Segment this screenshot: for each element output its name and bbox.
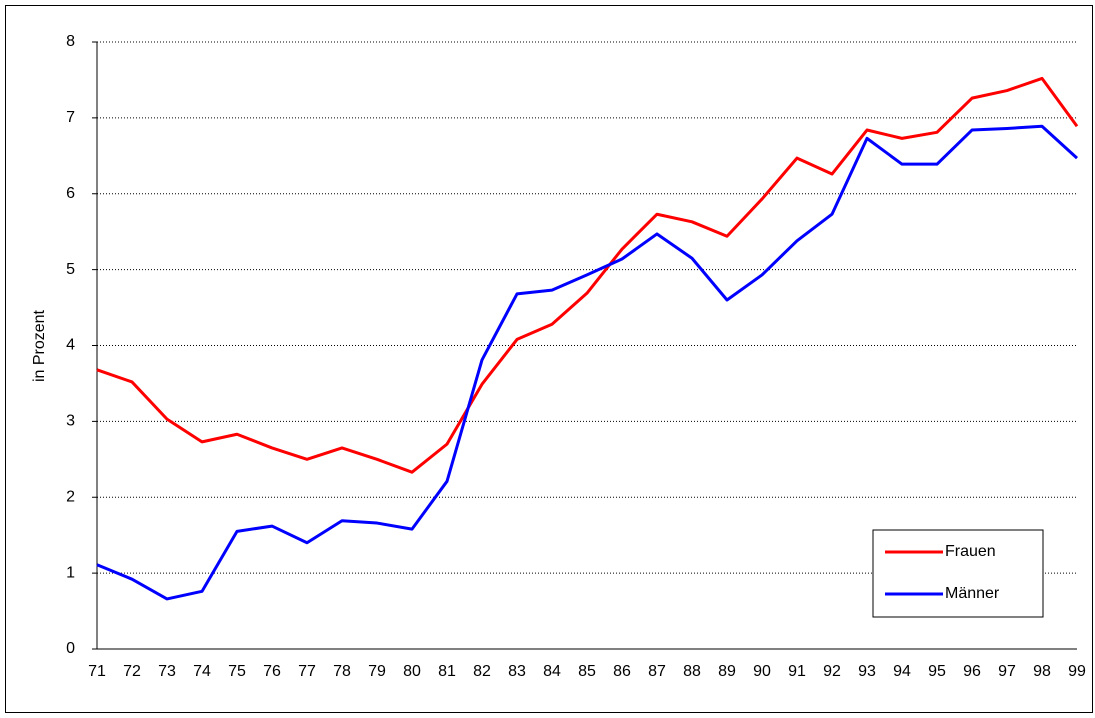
data-line	[96, 76, 1079, 474]
x-tick-label: 88	[683, 663, 701, 680]
x-tick-label: 81	[438, 663, 456, 680]
y-tick-label: 6	[66, 185, 75, 202]
x-tick-label: 98	[1033, 663, 1051, 680]
x-tick-label: 73	[158, 663, 176, 680]
legend-label: Frauen	[945, 543, 996, 560]
chart-frame	[5, 5, 1093, 713]
legend-box	[872, 529, 1044, 618]
y-tick-label: 1	[66, 564, 75, 581]
x-tick-label: 71	[88, 663, 106, 680]
x-tick-label: 92	[823, 663, 841, 680]
x-tick-label: 85	[578, 663, 596, 680]
x-tick-label: 90	[753, 663, 771, 680]
x-tick-label: 99	[1068, 663, 1086, 680]
y-tick-label: 2	[66, 488, 75, 505]
x-tick-label: 91	[788, 663, 806, 680]
x-tick-label: 84	[543, 663, 561, 680]
legend-label: Männer	[945, 585, 1000, 602]
y-tick-label: 7	[66, 109, 75, 126]
data-line	[96, 124, 1079, 601]
y-tick-label: 8	[66, 33, 75, 50]
x-tick-label: 89	[718, 663, 736, 680]
x-tick-label: 82	[473, 663, 491, 680]
x-tick-label: 93	[858, 663, 876, 680]
x-tick-label: 83	[508, 663, 526, 680]
y-tick-label: 0	[66, 640, 75, 657]
y-tick-label: 3	[66, 413, 75, 430]
x-tick-label: 86	[613, 663, 631, 680]
x-tick-label: 80	[403, 663, 421, 680]
y-axis-label: in Prozent	[31, 309, 48, 382]
x-tick-label: 78	[333, 663, 351, 680]
y-tick-label: 4	[66, 337, 75, 354]
x-tick-label: 72	[123, 663, 141, 680]
x-tick-label: 77	[298, 663, 316, 680]
x-tick-label: 96	[963, 663, 981, 680]
x-tick-label: 75	[228, 663, 246, 680]
x-tick-label: 97	[998, 663, 1016, 680]
x-tick-label: 95	[928, 663, 946, 680]
x-tick-label: 94	[893, 663, 911, 680]
x-tick-label: 87	[648, 663, 666, 680]
y-tick-label: 5	[66, 261, 75, 278]
x-tick-label: 79	[368, 663, 386, 680]
x-tick-label: 76	[263, 663, 281, 680]
x-tick-label: 74	[193, 663, 211, 680]
